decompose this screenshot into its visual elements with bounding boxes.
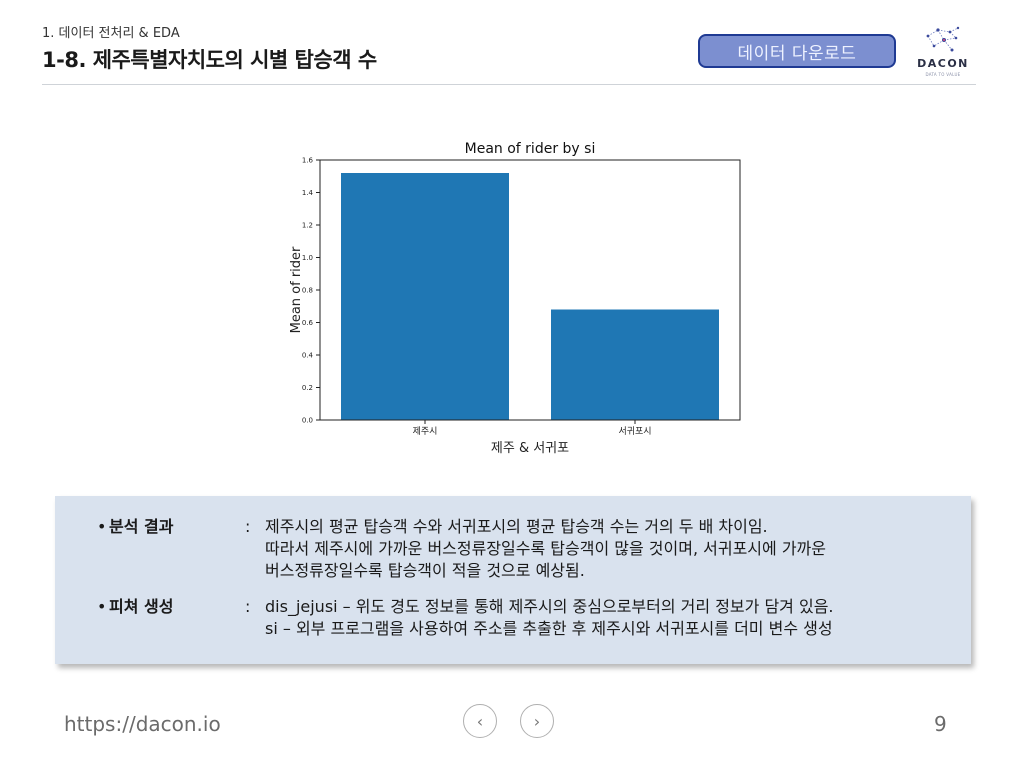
slide-title: 1-8. 제주특별자치도의 시별 탑승객 수: [42, 48, 377, 72]
analysis-line: 제주시의 평균 탑승객 수와 서귀포시의 평균 탑승객 수는 거의 두 배 차이…: [265, 517, 768, 536]
bar: [341, 173, 509, 420]
x-tick-label: 제주시: [413, 426, 438, 437]
label-colon: :: [245, 597, 251, 616]
section-label: 1. 데이터 전처리 & EDA: [42, 26, 180, 41]
plot-frame: [319, 159, 741, 421]
logo-wordmark: DACON: [917, 57, 969, 70]
y-axis-label: Mean of rider: [289, 246, 304, 333]
prev-slide-button[interactable]: ‹: [463, 704, 497, 738]
x-tick-label: 서귀포시: [618, 426, 651, 437]
y-tick-label: 1.2: [302, 222, 313, 230]
bar: [551, 309, 719, 420]
bullet: •: [97, 597, 107, 616]
y-tick-label: 1.6: [302, 157, 314, 165]
page-number: 9: [934, 712, 947, 736]
y-tick-label: 0.8: [302, 287, 313, 295]
bullet: •: [97, 517, 107, 536]
data-download-button[interactable]: 데이터 다운로드: [698, 34, 896, 68]
analysis-text: 제주시의 평균 탑승객 수와 서귀포시의 평균 탑승객 수는 거의 두 배 차이…: [265, 516, 985, 582]
analysis-line: 따라서 제주시에 가까운 버스정류장일수록 탑승객이 많을 것이며, 서귀포시에…: [265, 539, 826, 558]
y-tick-label: 0.0: [302, 417, 313, 425]
bar-chart: Mean of rider by si 0.0 0.2 0.4 0.6 0.8 1.0 1.…: [289, 141, 741, 456]
x-axis-label: 제주 & 서귀포: [491, 441, 569, 456]
y-tick-label: 0.2: [302, 384, 313, 392]
analysis-label: 분석 결과: [109, 517, 174, 536]
footer-url[interactable]: https://dacon.io: [64, 712, 221, 736]
feature-line: dis_jejusi – 위도 경도 정보를 통해 제주시의 중심으로부터의 거…: [265, 597, 834, 616]
y-tick-label: 1.4: [302, 189, 314, 197]
next-slide-button[interactable]: ›: [520, 704, 554, 738]
chevron-right-icon: ›: [533, 711, 541, 731]
label-colon: :: [245, 517, 251, 536]
logo-tagline: DATA TO VALUE: [925, 72, 961, 77]
y-tick-label: 0.4: [302, 352, 314, 360]
y-tick-label: 0.6: [302, 319, 314, 327]
summary-box: • 분석 결과 : 제주시의 평균 탑승객 수와 서귀포시의 평균 탑승객 수는…: [55, 496, 971, 664]
feature-text: dis_jejusi – 위도 경도 정보를 통해 제주시의 중심으로부터의 거…: [265, 596, 985, 640]
analysis-line: 버스정류장일수록 탑승객이 적을 것으로 예상됨.: [265, 561, 585, 580]
y-tick-label: 1.0: [302, 254, 313, 262]
dacon-logo: DACON DATA TO VALUE: [910, 26, 976, 82]
chart-title: Mean of rider by si: [465, 141, 596, 157]
title-divider: [42, 84, 976, 85]
feature-line: si – 외부 프로그램을 사용하여 주소를 추출한 후 제주시와 서귀포시를 …: [265, 619, 833, 638]
chevron-left-icon: ‹: [476, 711, 484, 731]
feature-label: 피쳐 생성: [109, 597, 174, 616]
constellation-icon: [926, 26, 960, 52]
